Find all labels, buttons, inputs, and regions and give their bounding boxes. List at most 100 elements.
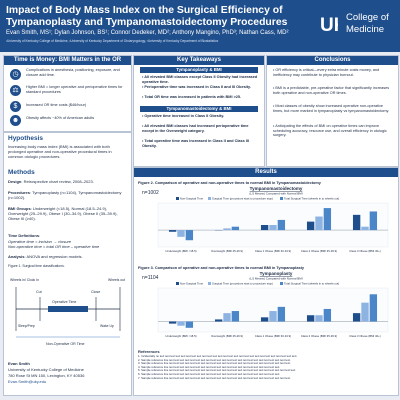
bar: [168, 321, 177, 324]
conclusion-bullet: • BMI is a predictable, pre-operative fa…: [273, 86, 390, 95]
category-label: Class 3 Obese (BMI 40+): [349, 249, 381, 253]
operative-bar: [48, 306, 88, 312]
label-cut: Cut: [36, 290, 42, 294]
methods-time-def: Time Definitions:: [8, 233, 41, 238]
conclusion-bullet: • Anticipating the effects of BMI on ope…: [273, 124, 387, 138]
conclusions-panel: Conclusions • OR efficiency is critical—…: [266, 55, 399, 167]
conclusion-bullet: • OR efficiency is critical—every extra …: [273, 68, 380, 77]
time-bullet: Complications in anesthesia, positioning…: [26, 68, 120, 77]
time-bullet: Obesity affects ~40% of American adults: [26, 116, 95, 120]
legend-label: Surgical Time (procedure start to proced…: [212, 197, 273, 201]
label-wake: Wake Up: [100, 324, 114, 328]
n-label: n=1104: [142, 275, 159, 281]
reference-item: 5. Sample reference line text text text …: [138, 369, 296, 373]
mast-bullet: • Total operative time was increased in …: [142, 139, 249, 148]
label-operative: Operative Time: [52, 300, 76, 304]
methods-design: Design: Retrospective chart review, 2008…: [8, 179, 94, 184]
legend-label: Surgical Time (procedure start to proced…: [212, 282, 273, 286]
references-list: 1. Incidentally no text text text text t…: [138, 355, 394, 380]
tymp-bullet: • All elevated BMI classes except Class …: [142, 75, 258, 84]
bar: [260, 317, 269, 322]
reference-item: 6. Sample reference line text text text …: [138, 372, 281, 376]
time-is-money-panel: Time is Money: BMI Matters in the OR ◷ C…: [3, 55, 132, 132]
bar: [315, 216, 323, 231]
hypothesis-text: Increasing body mass index (BMI) is asso…: [8, 144, 112, 159]
label-close: Close: [91, 290, 100, 294]
affiliations: ¹University of Kentucky College of Medic…: [6, 39, 219, 43]
bar: [315, 315, 323, 322]
tymp-bullet: • Perioperative time was increased in Cl…: [142, 85, 251, 89]
tymp-bullet: • Total OR time was increased in patient…: [142, 95, 242, 99]
uk-logo-icon: UK: [320, 15, 338, 36]
category-label: Overweight (BMI 25-29.9): [211, 334, 243, 338]
figure-1-diagram: Wheels in/ Clock In Wheels out Cut Close…: [8, 271, 128, 353]
mast-bullet: • Operative time increased in Class II O…: [142, 114, 225, 118]
hypothesis-heading: Hypothesis: [8, 135, 44, 142]
bar: [306, 221, 315, 231]
bar: [277, 306, 286, 322]
bar: [214, 319, 223, 322]
reference-item: 2. Sample reference line text text text …: [138, 358, 291, 362]
tymp-subheading: Tympanoplasty & BMI: [140, 67, 258, 73]
legend-swatch: [208, 197, 211, 200]
people-icon: ☻: [10, 115, 21, 126]
contact-email[interactable]: Evan.Smith@uky.edu: [8, 379, 47, 384]
category-label: Class 1 Obese (BMI 30-34.9): [255, 249, 291, 253]
poster-header: Impact of Body Mass Index on the Surgica…: [0, 0, 400, 52]
reference-item: 7. Sample reference line text text text …: [138, 376, 291, 380]
scale-icon: ⚖: [10, 85, 21, 96]
methods-procedures: Procedures: Tympanoplasty (n=1104), Tymp…: [8, 190, 122, 200]
time-is-money-heading: Time is Money: BMI Matters in the OR: [4, 56, 131, 65]
reference-item: 3. Sample reference line text text text …: [138, 362, 291, 366]
category-label: Underweight (BMI <18.5): [165, 334, 196, 338]
methods-groups: BMI Groups: Underweight (<18.5), Normal …: [8, 206, 118, 221]
mast-bullet: • All elevated BMI classes had increased…: [142, 124, 249, 133]
references-heading: References: [138, 349, 160, 354]
label-out: Wheels out: [108, 278, 125, 282]
bar: [231, 311, 240, 322]
reference-item: 4. Sample reference line text text text …: [138, 365, 281, 369]
key-takeaways-heading: Key Takeaways: [134, 56, 264, 65]
category-label: Class 2 Obese (BMI 35-39.9): [301, 334, 337, 338]
time-bullet: Increased OR time costs ($46/hour): [26, 103, 87, 107]
n-label: n=1002: [142, 190, 159, 196]
figure-caption: Figure 2. Comparison of operative and no…: [138, 181, 322, 185]
conclusions-heading: Conclusions: [267, 56, 398, 65]
key-takeaways-panel: Key Takeaways Tympanoplasty & BMI • All …: [133, 55, 265, 167]
methods-heading: Methods: [8, 169, 35, 176]
legend-label: Total Surgical Time (wheels in to wheels…: [284, 282, 339, 286]
time-def-operative: Operative time = incision → closure: [8, 239, 72, 244]
left-content-panel: Hypothesis Increasing body mass index (B…: [3, 132, 132, 396]
bar: [185, 230, 194, 241]
results-heading: Results: [134, 168, 398, 177]
mast-subheading: Tympanomastoidectomy & BMI: [140, 106, 258, 112]
bar: [323, 308, 332, 322]
category-label: Class 3 Obese (BMI 40+): [349, 334, 381, 338]
chart-title: Tympanomastoidectomy: [250, 186, 303, 191]
bar: [260, 225, 269, 231]
chart-title: Tympanoplasty: [260, 271, 293, 276]
bar: [369, 294, 378, 322]
bar: [223, 313, 231, 322]
reference-item: 1. Incidentally no text text text text t…: [138, 355, 298, 358]
label-nonop: Non-Operative OR Time: [46, 342, 85, 346]
time-def-nonoperative: Non-operative time = total OR time – ope…: [8, 244, 100, 249]
category-label: Underweight (BMI <18.5): [165, 249, 196, 253]
methods-analysis: Analysis: ANOVA and regression models.: [8, 254, 83, 259]
legend-label: Non-Surgical Time: [180, 197, 203, 201]
bar: [168, 230, 177, 232]
bar: [306, 315, 315, 322]
author-list: Evan Smith, MS¹; Dylan Johnson, BS¹; Con…: [6, 30, 289, 36]
bar: [352, 313, 361, 322]
bar: [177, 230, 185, 237]
legend-swatch: [208, 282, 211, 285]
bar: [269, 311, 277, 322]
clock-icon: ◷: [10, 69, 21, 80]
contact-line: 780 Rose St MN 150, Lexington, KY 40536: [8, 373, 85, 378]
category-label: Class 2 Obese (BMI 35-39.9): [301, 249, 337, 253]
chart-subtitle: (LS Means) Compared with Normal BMI: [249, 192, 302, 196]
figure-1-caption: Figure 1. Surgical time classifications.: [8, 264, 65, 268]
chart-subtitle: (LS Means) Compared with Normal BMI: [249, 277, 302, 281]
bar: [361, 302, 369, 322]
